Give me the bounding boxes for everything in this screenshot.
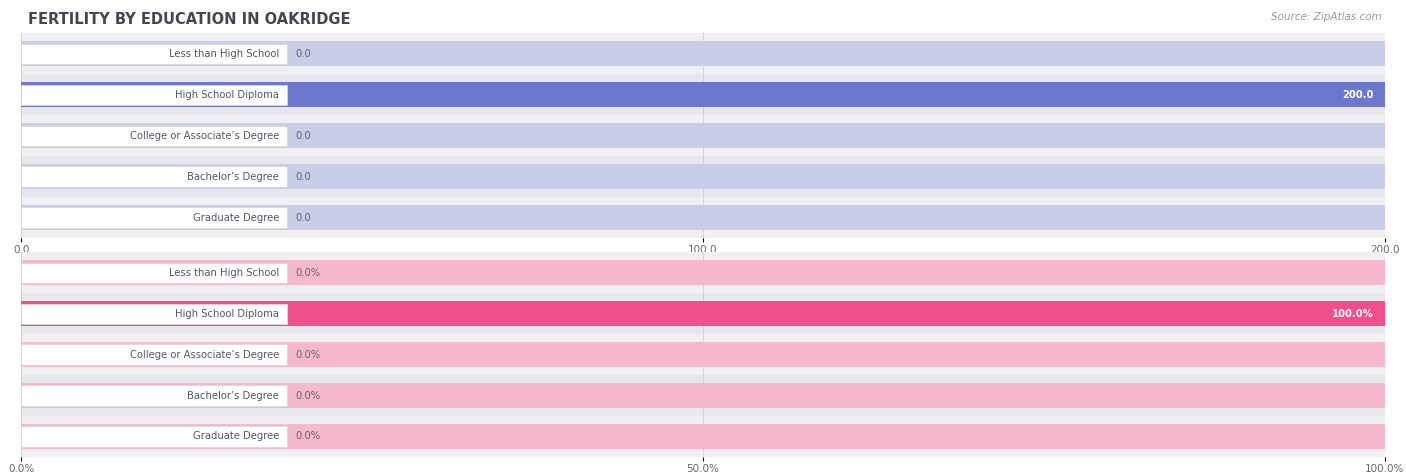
Text: FERTILITY BY EDUCATION IN OAKRIDGE: FERTILITY BY EDUCATION IN OAKRIDGE bbox=[28, 12, 350, 27]
Bar bbox=[21, 386, 287, 406]
Text: College or Associate’s Degree: College or Associate’s Degree bbox=[129, 349, 278, 360]
Text: Graduate Degree: Graduate Degree bbox=[193, 212, 278, 223]
Bar bbox=[21, 301, 1385, 327]
Bar bbox=[21, 82, 1385, 108]
Text: 100.0%: 100.0% bbox=[1333, 308, 1374, 319]
Bar bbox=[21, 44, 287, 64]
Text: 0.0: 0.0 bbox=[295, 171, 311, 182]
Text: Graduate Degree: Graduate Degree bbox=[193, 431, 278, 442]
Bar bbox=[21, 424, 1385, 449]
Text: Less than High School: Less than High School bbox=[169, 268, 278, 278]
Bar bbox=[21, 208, 287, 228]
Text: College or Associate’s Degree: College or Associate’s Degree bbox=[129, 130, 278, 141]
Text: Bachelor’s Degree: Bachelor’s Degree bbox=[187, 390, 278, 401]
Bar bbox=[21, 252, 1385, 293]
Bar bbox=[21, 301, 1385, 327]
Bar bbox=[21, 85, 287, 105]
Text: High School Diploma: High School Diploma bbox=[176, 89, 278, 100]
Bar bbox=[21, 115, 1385, 156]
Bar bbox=[21, 197, 1385, 238]
Bar bbox=[21, 416, 1385, 457]
Bar bbox=[21, 260, 1385, 286]
Bar bbox=[21, 342, 1385, 367]
Text: Source: ZipAtlas.com: Source: ZipAtlas.com bbox=[1271, 12, 1382, 22]
Text: 200.0: 200.0 bbox=[1343, 89, 1374, 100]
Text: 0.0: 0.0 bbox=[295, 212, 311, 223]
Bar bbox=[21, 41, 1385, 67]
Text: High School Diploma: High School Diploma bbox=[176, 308, 278, 319]
Text: 0.0%: 0.0% bbox=[295, 268, 321, 278]
Bar bbox=[21, 375, 1385, 416]
Bar bbox=[21, 167, 287, 187]
Text: 0.0%: 0.0% bbox=[295, 349, 321, 360]
Bar bbox=[21, 293, 1385, 334]
Text: Less than High School: Less than High School bbox=[169, 49, 278, 59]
Text: 0.0: 0.0 bbox=[295, 49, 311, 59]
Bar bbox=[21, 123, 1385, 149]
Bar bbox=[21, 334, 1385, 375]
Bar bbox=[21, 205, 1385, 230]
Bar bbox=[21, 74, 1385, 115]
Bar bbox=[21, 345, 287, 365]
Bar bbox=[21, 33, 1385, 74]
Bar bbox=[21, 263, 287, 283]
Text: 0.0: 0.0 bbox=[295, 130, 311, 141]
Bar bbox=[21, 164, 1385, 189]
Bar bbox=[21, 82, 1385, 108]
Bar bbox=[21, 426, 287, 446]
Text: 0.0%: 0.0% bbox=[295, 431, 321, 442]
Text: 0.0%: 0.0% bbox=[295, 390, 321, 401]
Text: Bachelor’s Degree: Bachelor’s Degree bbox=[187, 171, 278, 182]
Bar bbox=[21, 304, 287, 324]
Bar bbox=[21, 156, 1385, 197]
Bar bbox=[21, 383, 1385, 408]
Bar bbox=[21, 126, 287, 146]
